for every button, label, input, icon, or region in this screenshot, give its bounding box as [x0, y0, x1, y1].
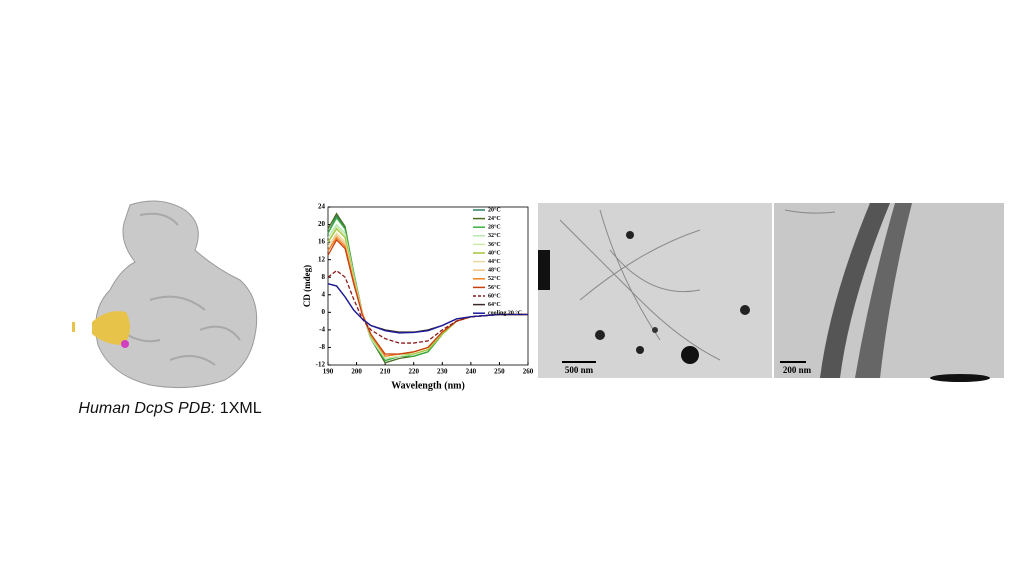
x-axis-label: Wavelength (nm): [391, 380, 465, 391]
plot-frame: [327, 206, 529, 366]
legend-label: 28°C: [488, 224, 501, 231]
x-tick-label: 230: [437, 368, 448, 376]
x-tick-label: 200: [351, 368, 362, 376]
legend-label: 64°C: [488, 301, 501, 308]
series-line: [327, 238, 528, 355]
x-tick-label: 190: [323, 368, 334, 376]
y-tick-label: 4: [322, 290, 326, 298]
y-tick-label: 12: [318, 255, 326, 263]
protein-image: [72, 200, 258, 389]
legend-label: 44°C: [488, 258, 501, 265]
y-tick-label: 20: [318, 220, 326, 228]
y-axis-label: CD (mdeg): [302, 265, 312, 307]
legend-label: 56°C: [488, 284, 501, 291]
x-tick-label: 220: [408, 368, 419, 376]
legend-label: 24°C: [488, 215, 501, 222]
x-tick-label: 250: [494, 368, 505, 376]
y-tick-label: 0: [322, 308, 326, 316]
legend-label: 48°C: [488, 267, 501, 274]
scale-label: 200 nm: [783, 365, 812, 375]
legend-label: 60°C: [488, 292, 501, 299]
y-tick-label: -8: [319, 343, 325, 351]
caption-italic: Human DcpS PDB:: [78, 400, 215, 417]
scale-label: 500 nm: [565, 365, 594, 375]
y-tick-label: 16: [318, 238, 326, 246]
y-tick-label: -4: [319, 325, 325, 333]
legend-label: 36°C: [488, 241, 501, 248]
legend-label: 40°C: [488, 249, 501, 256]
series-line: [327, 283, 528, 334]
x-tick-label: 240: [466, 368, 477, 376]
caption-code: 1XML: [220, 400, 262, 417]
y-tick-label: 24: [318, 203, 326, 211]
legend-label: 52°C: [488, 275, 501, 282]
tem-image-left: 500 nm: [538, 203, 772, 378]
legend-label: 20°C: [488, 206, 501, 213]
tem-image-right: 200 nm: [774, 203, 1004, 382]
legend-label: cooling 20 °C: [488, 310, 522, 317]
x-tick-label: 210: [380, 368, 391, 376]
y-tick-label: -12: [316, 361, 326, 369]
y-tick-label: 8: [322, 273, 326, 281]
x-tick-label: 260: [523, 368, 534, 376]
caption: Human DcpS PDB: 1XML: [78, 400, 261, 417]
legend-label: 32°C: [488, 232, 501, 239]
